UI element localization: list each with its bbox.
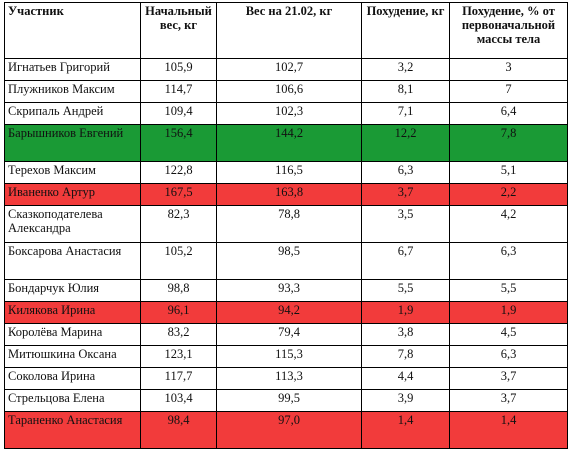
table-row: Боксарова Анастасия 105,2 98,5 6,7 6,3: [4, 242, 568, 280]
loss-percent-cell: 1,4: [449, 411, 568, 449]
start-weight-cell: 82,3: [140, 205, 217, 243]
loss-kg-cell: 6,7: [361, 242, 450, 280]
current-weight-cell: 116,5: [216, 161, 362, 184]
table-row: Иваненко Артур 167,5 163,8 3,7 2,2: [4, 183, 568, 206]
start-weight-cell: 117,7: [140, 367, 217, 390]
start-weight-cell: 98,4: [140, 411, 217, 449]
header-row: Участник Начальный вес, кг Вес на 21.02,…: [4, 2, 568, 59]
current-weight-cell: 102,7: [216, 58, 362, 81]
header-loss-percent: Похудение, % от первоначальной массы тел…: [449, 2, 568, 59]
header-start-weight: Начальный вес, кг: [140, 2, 217, 59]
loss-percent-cell: 6,3: [449, 242, 568, 280]
participant-name-cell: Боксарова Анастасия: [4, 242, 141, 280]
loss-kg-cell: 4,4: [361, 367, 450, 390]
participant-name-cell: Бондарчук Юлия: [4, 279, 141, 302]
start-weight-cell: 167,5: [140, 183, 217, 206]
participant-name-cell: Королёва Марина: [4, 323, 141, 346]
table-row: Килякова Ирина 96,1 94,2 1,9 1,9: [4, 301, 568, 324]
loss-kg-cell: 7,1: [361, 102, 450, 125]
start-weight-cell: 96,1: [140, 301, 217, 324]
start-weight-cell: 105,9: [140, 58, 217, 81]
current-weight-cell: 115,3: [216, 345, 362, 368]
table-row: Тараненко Анастасия 98,4 97,0 1,4 1,4: [4, 411, 568, 449]
current-weight-cell: 98,5: [216, 242, 362, 280]
loss-kg-cell: 1,9: [361, 301, 450, 324]
weight-loss-table: Участник Начальный вес, кг Вес на 21.02,…: [4, 2, 568, 449]
loss-percent-cell: 3,7: [449, 367, 568, 390]
loss-kg-cell: 5,5: [361, 279, 450, 302]
participant-name-cell: Терехов Максим: [4, 161, 141, 184]
current-weight-cell: 79,4: [216, 323, 362, 346]
start-weight-cell: 114,7: [140, 80, 217, 103]
loss-percent-cell: 2,2: [449, 183, 568, 206]
table-row: Игнатьев Григорий 105,9 102,7 3,2 3: [4, 58, 568, 81]
start-weight-cell: 109,4: [140, 102, 217, 125]
current-weight-cell: 106,6: [216, 80, 362, 103]
participant-name-cell: Митюшкина Оксана: [4, 345, 141, 368]
loss-kg-cell: 6,3: [361, 161, 450, 184]
participant-name-cell: Иваненко Артур: [4, 183, 141, 206]
current-weight-cell: 93,3: [216, 279, 362, 302]
table-row: Скрипаль Андрей 109,4 102,3 7,1 6,4: [4, 102, 568, 125]
loss-kg-cell: 7,8: [361, 345, 450, 368]
participant-name-cell: Килякова Ирина: [4, 301, 141, 324]
start-weight-cell: 105,2: [140, 242, 217, 280]
loss-kg-cell: 8,1: [361, 80, 450, 103]
table-body: Игнатьев Григорий 105,9 102,7 3,2 3 Плужников…: [4, 58, 568, 449]
start-weight-cell: 103,4: [140, 389, 217, 412]
participant-name-cell: Соколова Ирина: [4, 367, 141, 390]
start-weight-cell: 123,1: [140, 345, 217, 368]
loss-percent-cell: 7: [449, 80, 568, 103]
current-weight-cell: 97,0: [216, 411, 362, 449]
loss-kg-cell: 3,2: [361, 58, 450, 81]
loss-percent-cell: 1,9: [449, 301, 568, 324]
loss-percent-cell: 7,8: [449, 124, 568, 162]
start-weight-cell: 83,2: [140, 323, 217, 346]
current-weight-cell: 163,8: [216, 183, 362, 206]
loss-percent-cell: 3: [449, 58, 568, 81]
participant-name-cell: Скрипаль Андрей: [4, 102, 141, 125]
table-row: Плужников Максим 114,7 106,6 8,1 7: [4, 80, 568, 103]
loss-percent-cell: 3,7: [449, 389, 568, 412]
loss-percent-cell: 5,1: [449, 161, 568, 184]
loss-percent-cell: 6,3: [449, 345, 568, 368]
start-weight-cell: 156,4: [140, 124, 217, 162]
header-participant: Участник: [4, 2, 141, 59]
current-weight-cell: 113,3: [216, 367, 362, 390]
table-row: Соколова Ирина 117,7 113,3 4,4 3,7: [4, 367, 568, 390]
loss-kg-cell: 3,7: [361, 183, 450, 206]
table-row: Бондарчук Юлия 98,8 93,3 5,5 5,5: [4, 279, 568, 302]
participant-name-cell: Плужников Максим: [4, 80, 141, 103]
participant-name-cell: Игнатьев Григорий: [4, 58, 141, 81]
table-container: Участник Начальный вес, кг Вес на 21.02,…: [4, 2, 568, 449]
participant-name-cell: Сказкоподателева Александра: [4, 205, 141, 243]
current-weight-cell: 94,2: [216, 301, 362, 324]
table-row: Королёва Марина 83,2 79,4 3,8 4,5: [4, 323, 568, 346]
header-loss-kg: Похудение, кг: [361, 2, 450, 59]
loss-kg-cell: 3,9: [361, 389, 450, 412]
current-weight-cell: 144,2: [216, 124, 362, 162]
loss-percent-cell: 6,4: [449, 102, 568, 125]
loss-percent-cell: 4,2: [449, 205, 568, 243]
current-weight-cell: 99,5: [216, 389, 362, 412]
participant-name-cell: Барышников Евгений: [4, 124, 141, 162]
header-current-weight: Вес на 21.02, кг: [216, 2, 362, 59]
loss-kg-cell: 1,4: [361, 411, 450, 449]
loss-kg-cell: 3,5: [361, 205, 450, 243]
start-weight-cell: 122,8: [140, 161, 217, 184]
current-weight-cell: 102,3: [216, 102, 362, 125]
table-row: Стрельцова Елена 103,4 99,5 3,9 3,7: [4, 389, 568, 412]
current-weight-cell: 78,8: [216, 205, 362, 243]
start-weight-cell: 98,8: [140, 279, 217, 302]
loss-kg-cell: 3,8: [361, 323, 450, 346]
participant-name-cell: Тараненко Анастасия: [4, 411, 141, 449]
table-row: Митюшкина Оксана 123,1 115,3 7,8 6,3: [4, 345, 568, 368]
table-row: Терехов Максим 122,8 116,5 6,3 5,1: [4, 161, 568, 184]
table-row: Барышников Евгений 156,4 144,2 12,2 7,8: [4, 124, 568, 162]
loss-percent-cell: 4,5: [449, 323, 568, 346]
participant-name-cell: Стрельцова Елена: [4, 389, 141, 412]
loss-percent-cell: 5,5: [449, 279, 568, 302]
table-row: Сказкоподателева Александра 82,3 78,8 3,5 4,…: [4, 205, 568, 243]
loss-kg-cell: 12,2: [361, 124, 450, 162]
